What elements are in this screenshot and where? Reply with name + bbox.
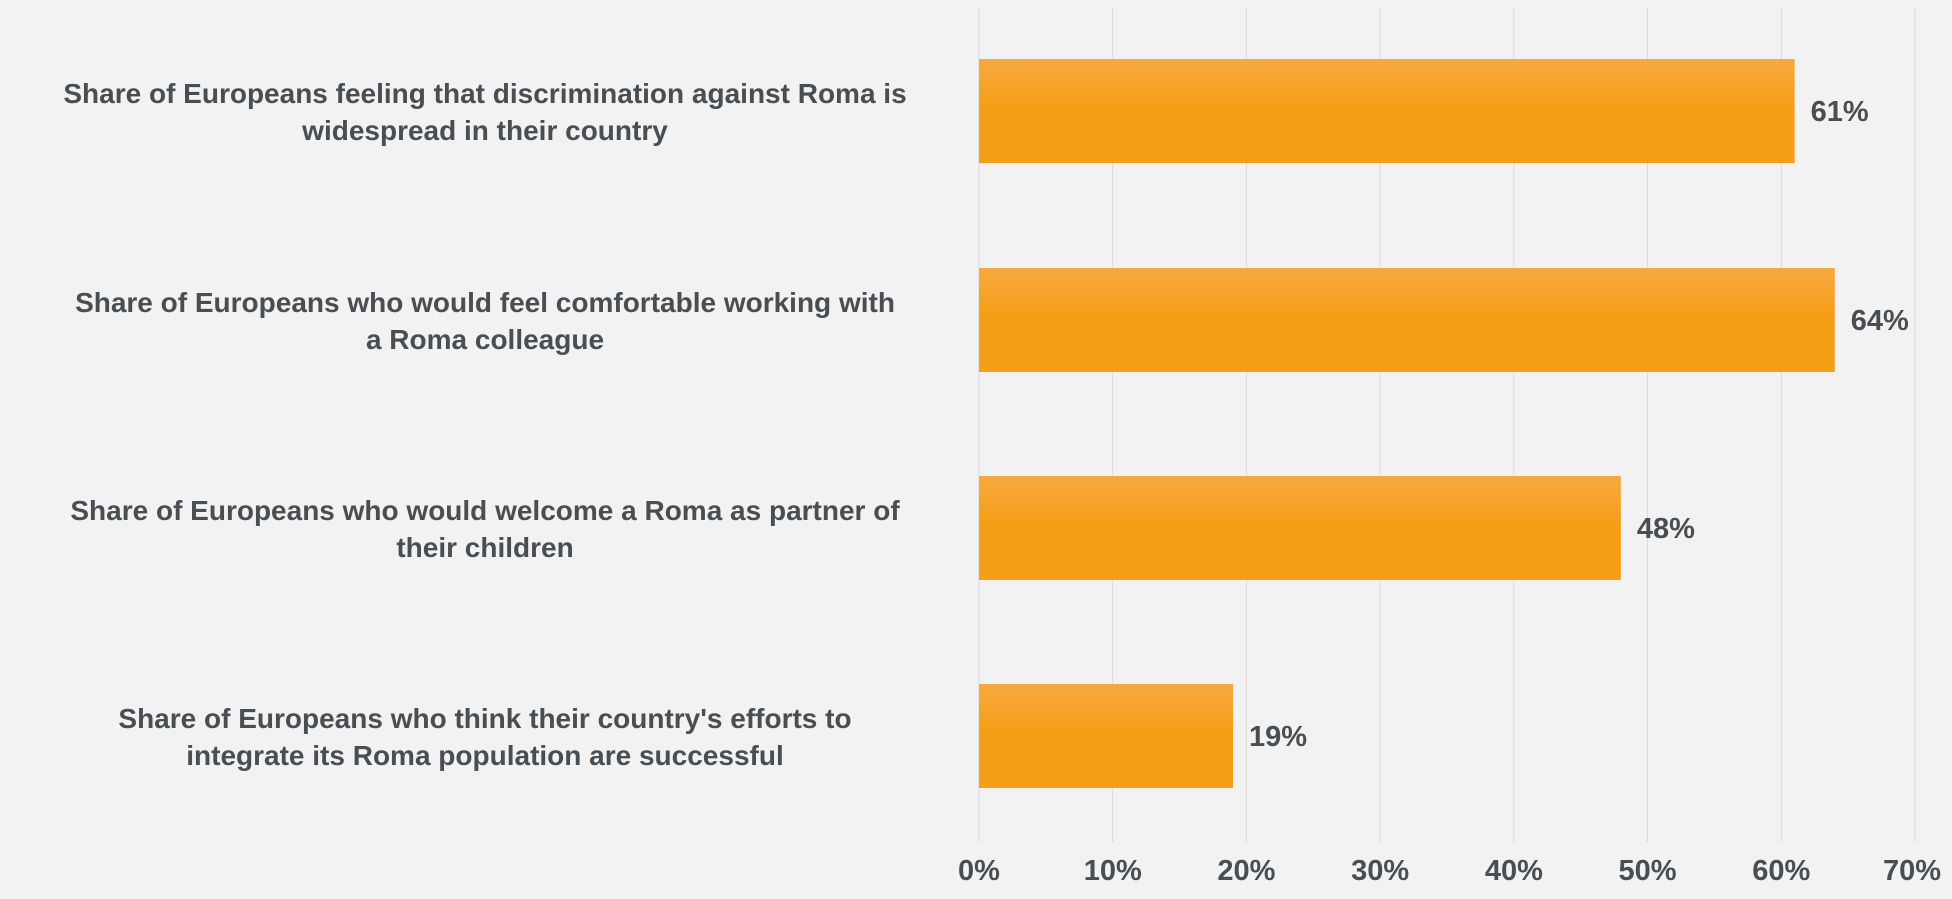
data-label-2: 48% xyxy=(1637,513,1695,545)
x-tick-label-6: 60% xyxy=(1752,855,1810,887)
x-tick-label-1: 10% xyxy=(1084,855,1142,887)
data-label-1: 64% xyxy=(1851,305,1909,337)
category-label-0-line-1: widespread in their country xyxy=(301,115,668,146)
category-label-3-line-1: integrate its Roma population are succes… xyxy=(186,740,783,771)
category-label-2-line-0: Share of Europeans who would welcome a R… xyxy=(70,495,900,526)
x-tick-label-2: 20% xyxy=(1217,855,1275,887)
x-tick-label-4: 40% xyxy=(1485,855,1543,887)
x-tick-label-0: 0% xyxy=(958,855,1000,887)
bar-0 xyxy=(979,59,1795,163)
data-label-3: 19% xyxy=(1249,721,1307,753)
category-label-1-line-0: Share of Europeans who would feel comfor… xyxy=(75,287,895,318)
x-tick-label-5: 50% xyxy=(1619,855,1677,887)
category-label-0-line-0: Share of Europeans feeling that discrimi… xyxy=(63,78,906,109)
bar-2 xyxy=(979,476,1621,580)
category-label-3-line-0: Share of Europeans who think their count… xyxy=(118,703,851,734)
data-labels: 61% 64% 48% 19% xyxy=(1249,96,1909,753)
category-labels: Share of Europeans feeling that discrimi… xyxy=(63,78,906,771)
data-label-0: 61% xyxy=(1811,96,1869,128)
category-label-1-line-1: a Roma colleague xyxy=(366,324,604,355)
x-tick-label-3: 30% xyxy=(1351,855,1409,887)
category-label-2-line-1: their children xyxy=(396,532,573,563)
bars xyxy=(979,59,1835,788)
bar-1 xyxy=(979,268,1835,372)
bar-3 xyxy=(979,684,1234,788)
x-axis-tick-labels: 0% 10% 20% 30% 40% 50% 60% 70% xyxy=(958,855,1941,887)
x-tick-label-7: 70% xyxy=(1883,855,1941,887)
